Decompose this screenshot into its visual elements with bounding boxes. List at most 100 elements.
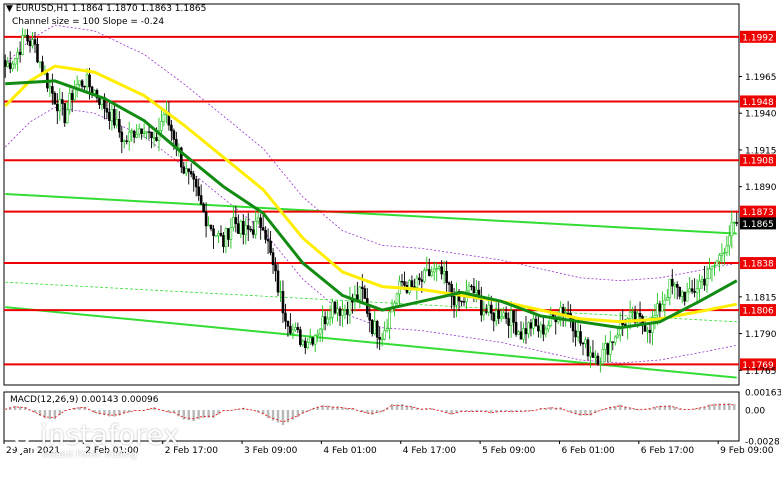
candle-body bbox=[207, 224, 210, 227]
candle-body bbox=[214, 235, 218, 237]
candle-body bbox=[358, 286, 362, 301]
candle-body bbox=[113, 109, 116, 126]
candle-body bbox=[343, 309, 347, 311]
macd-histogram-bar bbox=[147, 408, 151, 410]
macd-histogram-bar bbox=[480, 409, 483, 412]
macd-histogram-bar bbox=[460, 409, 463, 412]
macd-histogram-bar bbox=[504, 409, 508, 412]
candle-body bbox=[93, 90, 96, 94]
candle-body bbox=[8, 62, 12, 69]
candle-body bbox=[242, 221, 245, 235]
candle-body bbox=[675, 284, 679, 288]
macd-histogram-bar bbox=[623, 406, 627, 410]
current-price-label: 1.1865 bbox=[742, 220, 774, 230]
macd-histogram-bar bbox=[499, 409, 503, 412]
macd-histogram-bar bbox=[291, 409, 295, 420]
candle-body bbox=[487, 304, 491, 313]
macd-histogram-bar bbox=[430, 408, 433, 410]
candle-body bbox=[289, 325, 292, 334]
candle-body bbox=[142, 132, 146, 135]
macd-histogram-bar bbox=[380, 409, 384, 412]
macd-histogram-bar bbox=[8, 407, 12, 410]
macd-histogram-bar bbox=[579, 409, 582, 416]
macd-histogram-bar bbox=[346, 408, 349, 410]
macd-histogram-bar bbox=[648, 408, 652, 410]
candle-body bbox=[346, 309, 349, 315]
candle-body bbox=[256, 217, 260, 222]
candle-body bbox=[370, 319, 374, 334]
candle-body bbox=[472, 286, 476, 293]
macd-histogram-bar bbox=[614, 406, 617, 410]
candle-body bbox=[698, 280, 701, 290]
macd-histogram-bar bbox=[668, 405, 672, 410]
candle-body bbox=[36, 44, 39, 63]
level-lines[interactable]: 1.1992 1.1948 1.1908 1.1873 1.1838 1.1806 1.17… bbox=[4, 30, 776, 371]
macd-histogram-bar bbox=[673, 406, 676, 410]
candle-body bbox=[224, 228, 228, 247]
macd-histogram-bar bbox=[301, 409, 305, 414]
macd-histogram-bar bbox=[286, 409, 290, 423]
ma-slow-line bbox=[4, 64, 738, 324]
candle-body bbox=[437, 266, 441, 269]
candle-body bbox=[467, 285, 471, 292]
macd-histogram-bar bbox=[390, 403, 394, 410]
logo-sun-icon bbox=[6, 422, 38, 454]
candle-body bbox=[415, 277, 419, 288]
candle-body bbox=[581, 342, 585, 345]
candle-body bbox=[485, 311, 488, 313]
macd-histogram-bar bbox=[375, 409, 379, 413]
candle-body bbox=[316, 333, 319, 336]
candle-body bbox=[192, 173, 195, 180]
candle-body bbox=[395, 293, 399, 304]
price-axis: 1.1965 1.1940 1.1915 1.1890 1.1815 1.1790 1.17… bbox=[739, 73, 777, 377]
candle-body bbox=[301, 340, 305, 345]
time-tick-label: 6 Feb 01:00 bbox=[561, 446, 615, 456]
macd-histogram-bar bbox=[713, 403, 716, 410]
macd-histogram-bar bbox=[321, 405, 324, 410]
time-tick-label: 2 Feb 01:00 bbox=[85, 446, 139, 456]
candle-body bbox=[115, 118, 119, 126]
candle-body bbox=[78, 80, 81, 85]
candle-body bbox=[125, 140, 129, 142]
macd-histogram-bar bbox=[58, 409, 61, 416]
price-tick-label: 1.1890 bbox=[745, 183, 777, 193]
candle-body bbox=[678, 287, 682, 297]
candle-body bbox=[11, 63, 14, 69]
macd-histogram-bar bbox=[242, 407, 245, 410]
price-tick-label: 1.1790 bbox=[745, 330, 777, 340]
macd-histogram-bar bbox=[98, 409, 101, 415]
macd-histogram-bar bbox=[152, 407, 156, 410]
macd-histogram-bar bbox=[182, 409, 185, 420]
channel-lines bbox=[5, 193, 737, 379]
macd-histogram-bar bbox=[599, 409, 602, 411]
candle-body bbox=[514, 322, 518, 335]
candle-body bbox=[559, 307, 562, 318]
macd-histogram-bar bbox=[172, 409, 176, 414]
candle-body bbox=[452, 296, 456, 306]
macd-histogram-bar bbox=[653, 406, 657, 410]
candle-body bbox=[658, 303, 662, 312]
candle-body bbox=[162, 113, 166, 122]
macd-histogram-bar bbox=[13, 405, 17, 410]
candle-body bbox=[385, 328, 389, 331]
macd-histogram-bar bbox=[554, 407, 557, 410]
macd-histogram-bar bbox=[633, 408, 637, 410]
instaforex-logo: instaforex Instant Forex Trading bbox=[6, 418, 179, 462]
macd-histogram-bar bbox=[316, 406, 319, 410]
candle-body bbox=[348, 298, 352, 315]
macd-histogram-bar bbox=[202, 409, 205, 418]
candle-body bbox=[430, 271, 434, 276]
candle-body bbox=[604, 343, 607, 350]
macd-histogram-bar bbox=[524, 409, 528, 412]
candle-body bbox=[333, 301, 337, 314]
level-label: 1.1992 bbox=[742, 33, 774, 43]
candle-body bbox=[502, 312, 505, 318]
level-label-box bbox=[740, 358, 776, 371]
candle-body bbox=[88, 74, 91, 88]
candle-body bbox=[539, 324, 543, 332]
candle-body bbox=[579, 331, 582, 344]
candle-body bbox=[420, 279, 424, 282]
candle-body bbox=[269, 240, 272, 253]
candle-body bbox=[18, 51, 22, 55]
